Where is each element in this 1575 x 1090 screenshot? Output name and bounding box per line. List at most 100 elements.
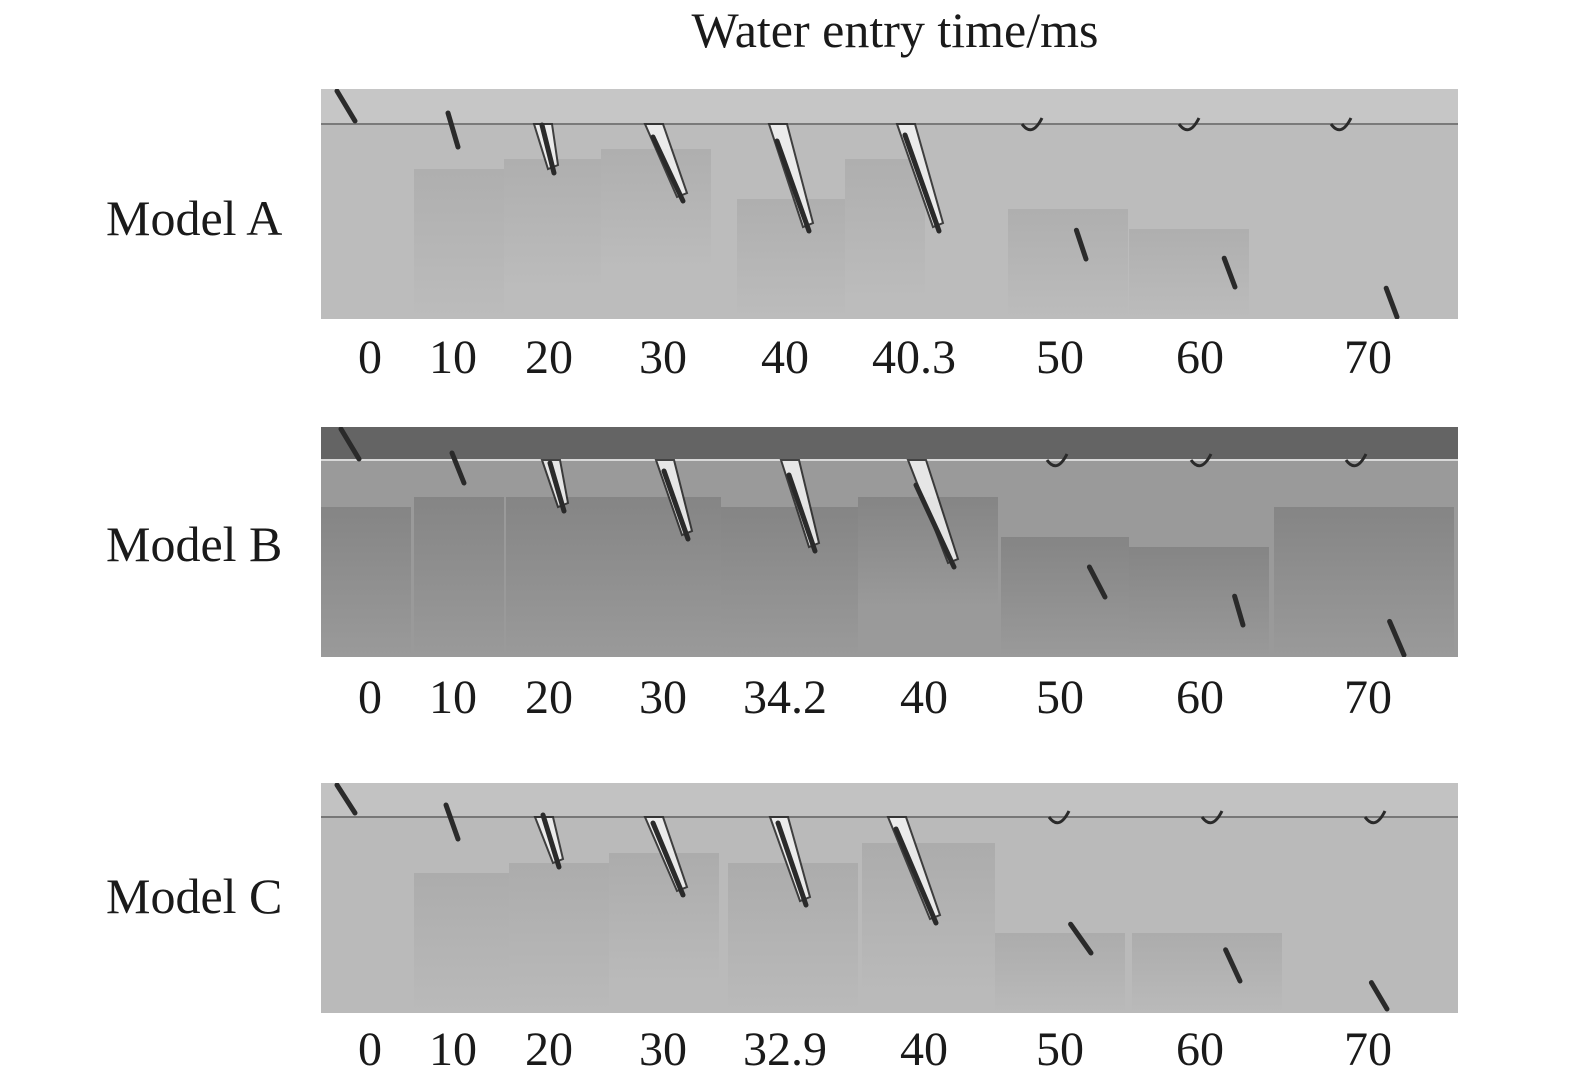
shadow-region <box>414 497 504 657</box>
time-label: 40 <box>900 1023 948 1076</box>
water-region <box>1271 124 1458 319</box>
projectile-with-cavity <box>1177 117 1238 290</box>
projectile-with-cavity <box>906 459 960 570</box>
air-region <box>721 427 858 460</box>
shadow-region <box>609 853 719 983</box>
shadow-region <box>845 159 925 299</box>
frame-20ms <box>506 427 604 657</box>
time-labels-model-a: 0 10 20 30 40 40.3 50 60 70 <box>0 330 1575 390</box>
time-label: 10 <box>429 671 477 724</box>
air-region <box>1001 427 1129 460</box>
time-label: 10 <box>429 331 477 384</box>
water-surface-line <box>728 816 862 818</box>
water-surface-line <box>609 816 728 818</box>
frame-10ms <box>414 783 509 1013</box>
shadow-region <box>721 507 858 657</box>
air-region <box>414 89 504 124</box>
air-region <box>604 427 721 460</box>
shadow-region <box>604 497 721 657</box>
frame-40ms <box>717 89 857 319</box>
projectile-with-cavity <box>532 122 560 176</box>
shadow-region <box>1132 933 1282 1013</box>
projectile-with-cavity <box>334 783 358 816</box>
time-label: 60 <box>1176 1023 1224 1076</box>
time-label: 30 <box>639 1023 687 1076</box>
air-region <box>1271 89 1458 124</box>
time-label: 20 <box>525 1023 573 1076</box>
frame-70ms <box>1274 427 1458 657</box>
shadow-region <box>1008 209 1128 319</box>
time-label: 20 <box>525 671 573 724</box>
projectile-with-cavity <box>449 450 467 486</box>
image-strip-model-b <box>321 427 1458 657</box>
time-label: 34.2 <box>743 671 827 724</box>
projectile-with-cavity <box>443 802 461 842</box>
air-region <box>1129 427 1274 460</box>
air-region <box>717 89 845 124</box>
frame-30ms <box>604 427 721 657</box>
projectile-with-cavity <box>445 110 461 150</box>
projectile-with-cavity <box>533 812 565 870</box>
projectile-with-cavity <box>654 459 694 542</box>
frame-60ms <box>1129 427 1274 657</box>
time-label: 40 <box>900 671 948 724</box>
water-surface-line <box>321 816 414 818</box>
time-label: 50 <box>1036 1023 1084 1076</box>
image-strip-model-a <box>321 89 1458 319</box>
water-surface-line <box>321 123 414 125</box>
projectile-with-cavity <box>895 123 945 234</box>
shadow-region <box>414 169 504 319</box>
air-region <box>1129 89 1271 124</box>
air-region <box>858 427 1001 460</box>
air-region <box>504 89 601 124</box>
air-region <box>845 89 988 124</box>
projectile-with-cavity <box>540 459 570 514</box>
air-region <box>1285 783 1458 817</box>
water-surface-line <box>1129 123 1271 125</box>
air-region <box>601 89 717 124</box>
frame-0ms <box>321 89 414 319</box>
frame-70ms <box>1285 783 1458 1013</box>
time-label: 30 <box>639 331 687 384</box>
time-labels-model-c: 0 10 20 30 32.9 40 50 60 70 <box>0 1022 1575 1082</box>
frame-32.9ms <box>728 783 862 1013</box>
air-region <box>988 89 1129 124</box>
time-label: 50 <box>1036 331 1084 384</box>
projectile-with-cavity <box>1363 810 1390 1012</box>
projectile-with-cavity <box>1047 810 1094 956</box>
water-surface-line <box>1129 459 1274 461</box>
frame-10ms <box>414 427 506 657</box>
water-surface-line <box>995 816 1132 818</box>
shadow-region <box>1129 547 1269 657</box>
water-surface-line <box>414 816 509 818</box>
row-label: Model A <box>106 190 283 246</box>
projectile-with-cavity <box>1189 453 1246 628</box>
water-region <box>321 817 414 1013</box>
shadow-region <box>509 863 609 1013</box>
time-label: 40 <box>761 331 809 384</box>
frame-60ms <box>1132 783 1285 1013</box>
air-region <box>728 783 862 817</box>
frame-0ms <box>321 783 414 1013</box>
projectile-with-cavity <box>767 123 815 234</box>
water-surface-line <box>321 459 414 461</box>
time-label: 70 <box>1344 1023 1392 1076</box>
time-label: 0 <box>358 671 382 724</box>
shadow-region <box>1001 537 1129 657</box>
row-label: Model B <box>106 516 283 572</box>
time-label: 40.3 <box>872 331 956 384</box>
time-label: 32.9 <box>743 1023 827 1076</box>
air-region <box>414 783 509 817</box>
water-surface-line <box>414 459 506 461</box>
frame-30ms <box>601 89 717 319</box>
time-label: 70 <box>1344 331 1392 384</box>
projectile-with-cavity <box>779 459 821 554</box>
projectile-with-cavity <box>334 89 358 124</box>
frame-50ms <box>988 89 1129 319</box>
water-surface-line <box>1285 816 1458 818</box>
time-label: 0 <box>358 331 382 384</box>
projectile-with-cavity <box>1344 453 1407 657</box>
projectile-with-cavity <box>1200 810 1243 984</box>
air-region <box>509 783 609 817</box>
shadow-region <box>504 159 601 289</box>
